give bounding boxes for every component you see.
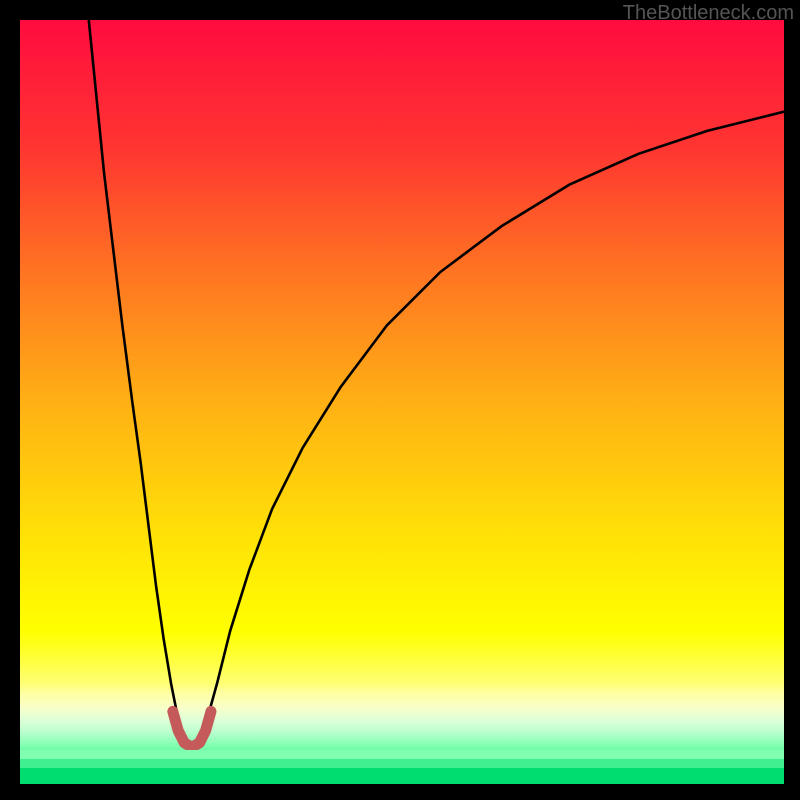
bottom-band xyxy=(20,759,784,768)
gradient-background xyxy=(20,20,784,784)
plot-area xyxy=(20,20,784,784)
watermark-text: TheBottleneck.com xyxy=(623,2,794,25)
bottom-band xyxy=(20,768,784,784)
chart-svg xyxy=(20,20,784,784)
bottom-band xyxy=(20,750,784,759)
